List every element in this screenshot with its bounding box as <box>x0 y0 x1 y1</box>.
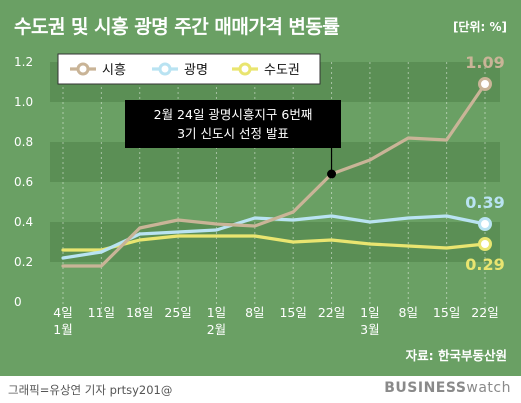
y-tick-label: 1.2 <box>14 55 33 69</box>
x-tick-label: 1일 <box>360 305 379 320</box>
unit-label: [단위: %] <box>452 20 507 34</box>
end-label-2: 0.29 <box>465 255 504 274</box>
series-end-marker-0 <box>478 77 492 91</box>
x-tick-label: 22일 <box>471 305 498 320</box>
annotation-background <box>125 100 341 148</box>
legend: 시흥 광명 수도권 <box>57 53 321 85</box>
brand-logo: BUSINESSwatch <box>384 380 511 396</box>
chart-title: 수도권 및 시흥 광명 주간 매매가격 변동률 <box>14 16 340 38</box>
brand-bold: BUSINESS <box>384 380 467 396</box>
y-tick-label: 0.6 <box>14 175 33 189</box>
x-tick-label: 15일 <box>279 305 306 320</box>
annotation-box: 2월 24일 광명시흥지구 6번째 3기 신도시 선정 발표 <box>125 100 341 148</box>
x-tick-label: 25일 <box>164 305 191 320</box>
legend-swatch-marker <box>238 62 252 76</box>
series-line-0 <box>61 82 487 268</box>
x-month-label: 2월 <box>207 322 226 337</box>
x-tick-label: 4일 <box>53 305 72 320</box>
x-axis-ticks: 4일 1월 11일 18일 25일 1일 2월 8일 15일 22일 1일 3월 8일 15일 22일 <box>53 62 499 337</box>
legend-swatch-marker <box>76 62 90 76</box>
end-label-1: 0.39 <box>465 193 504 212</box>
x-tick-label: 15일 <box>433 305 460 320</box>
legend-label: 광명 <box>184 63 208 78</box>
legend-box <box>57 53 321 85</box>
background-bands <box>50 62 500 262</box>
line-chart: 0 0.2 0.4 0.6 0.8 1.0 1.2 4일 1월 11일 18일 25일 1일 2월 8일 1… <box>14 53 505 337</box>
y-tick-label: 0.8 <box>14 135 33 149</box>
graphic-credit: 그래픽=유상연 기자 prtsy201@ <box>8 383 173 397</box>
series-line-2 <box>61 234 487 252</box>
x-month-label: 1월 <box>53 322 72 337</box>
x-tick-label: 22일 <box>318 305 345 320</box>
footer-bar: 그래픽=유상연 기자 prtsy201@ BUSINESSwatch <box>0 376 521 403</box>
annotation-line1: 2월 24일 광명시흥지구 6번째 <box>154 107 313 122</box>
legend-label: 수도권 <box>264 63 300 78</box>
series-lines <box>61 77 492 268</box>
legend-swatch-marker <box>158 62 172 76</box>
annotation-line2: 3기 신도시 선정 발표 <box>177 126 289 141</box>
band-4 <box>50 222 500 262</box>
x-tick-label: 1일 <box>207 305 226 320</box>
y-tick-label: 0.2 <box>14 255 33 269</box>
annotation-dot <box>327 169 337 179</box>
end-label-0: 1.09 <box>465 53 504 72</box>
x-month-label: 3월 <box>360 322 379 337</box>
x-tick-label: 11일 <box>88 305 115 320</box>
x-tick-label: 18일 <box>126 305 153 320</box>
end-labels: 1.09 0.39 0.29 <box>465 53 504 274</box>
x-tick-label: 8일 <box>399 305 418 320</box>
brand-thin: watch <box>466 380 511 396</box>
y-tick-label: 1.0 <box>14 95 33 109</box>
x-tick-label: 8일 <box>245 305 264 320</box>
y-tick-label: 0.4 <box>14 215 33 229</box>
series-end-marker-2 <box>478 237 492 251</box>
y-axis-ticks: 0 0.2 0.4 0.6 0.8 1.0 1.2 <box>14 55 33 309</box>
y-tick-label: 0 <box>14 295 22 309</box>
series-end-marker-1 <box>478 217 492 231</box>
source-note: 자료: 한국부동산원 <box>405 348 507 363</box>
band-2 <box>50 142 500 182</box>
legend-label: 시흥 <box>102 63 126 78</box>
